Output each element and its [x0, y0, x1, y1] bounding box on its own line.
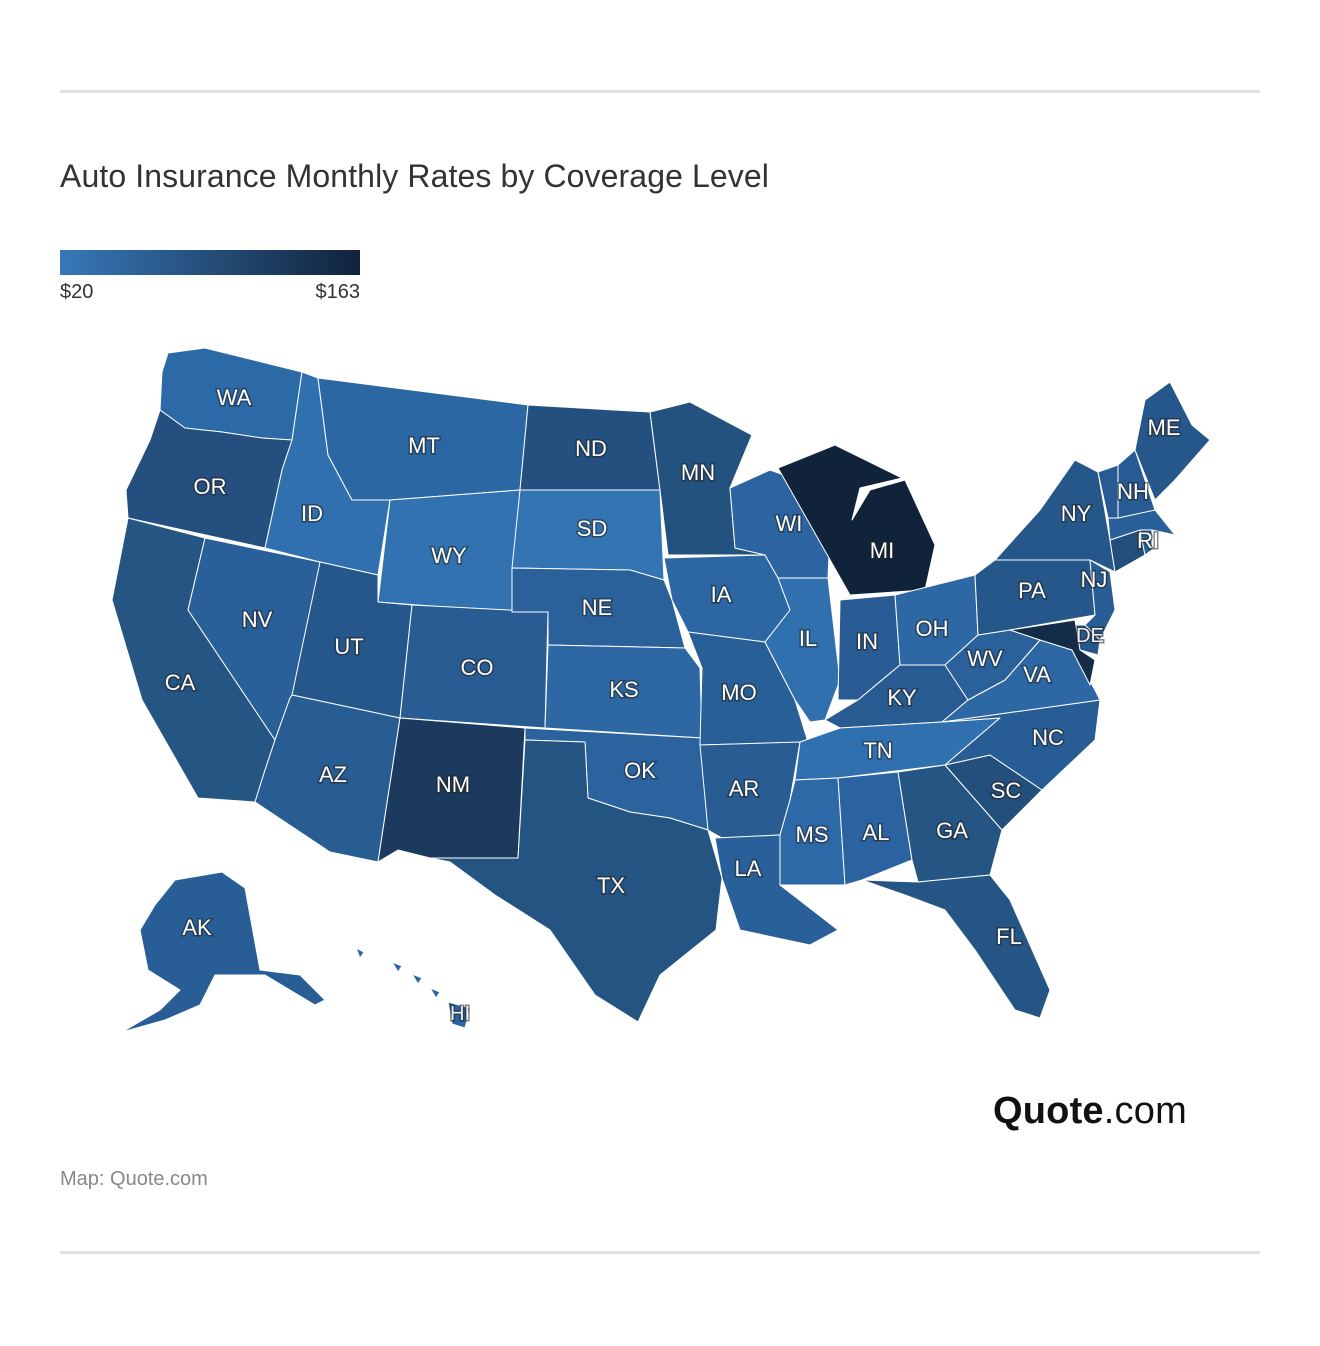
- legend-gradient-bar: [60, 250, 360, 275]
- state-label-GA: GA: [936, 818, 968, 843]
- legend-max-label: $163: [315, 281, 361, 303]
- state-label-NM: NM: [436, 772, 470, 797]
- state-label-FL: FL: [996, 924, 1022, 949]
- color-legend: $20 $163: [60, 250, 360, 303]
- state-labels: WA OR CA NV ID MT WY UT AZ CO NM ND SD N…: [163, 384, 1182, 1027]
- state-label-KS: KS: [609, 677, 638, 702]
- state-label-PA: PA: [1018, 578, 1046, 603]
- state-NY[interactable]: [994, 459, 1116, 573]
- state-label-ND: ND: [575, 436, 607, 461]
- state-label-AK: AK: [182, 915, 212, 940]
- logo-wordmark-bold: Quote: [993, 1090, 1104, 1132]
- state-label-NY: NY: [1061, 501, 1092, 526]
- state-IL[interactable]: [764, 577, 841, 723]
- state-label-HI: HI: [450, 1003, 470, 1025]
- state-label-NV: NV: [242, 607, 273, 632]
- state-NC[interactable]: [941, 699, 1101, 791]
- state-FL[interactable]: [861, 874, 1051, 1019]
- state-HI[interactable]: [355, 947, 471, 1029]
- state-label-TX: TX: [597, 873, 625, 898]
- state-label-SD: SD: [577, 516, 608, 541]
- state-label-KY: KY: [887, 685, 917, 710]
- state-label-IN: IN: [856, 629, 878, 654]
- state-label-NE: NE: [582, 595, 613, 620]
- state-label-SC: SC: [991, 778, 1022, 803]
- state-MD[interactable]: [1009, 619, 1096, 686]
- state-label-IA: IA: [711, 582, 732, 607]
- state-label-OR: OR: [194, 474, 227, 499]
- state-label-WY: WY: [431, 543, 467, 568]
- bottom-divider: [60, 1251, 1260, 1254]
- state-ME[interactable]: [1134, 381, 1211, 501]
- state-label-NH: NH: [1117, 479, 1149, 504]
- map-title: Auto Insurance Monthly Rates by Coverage…: [60, 158, 769, 194]
- state-label-ME: ME: [1148, 415, 1181, 440]
- state-label-WV: WV: [967, 646, 1003, 671]
- state-label-OH: OH: [916, 616, 949, 641]
- state-label-MO: MO: [721, 680, 756, 705]
- state-label-WA: WA: [217, 385, 252, 410]
- state-label-UT: UT: [334, 634, 363, 659]
- state-label-VA: VA: [1023, 662, 1051, 687]
- state-AL[interactable]: [837, 771, 913, 886]
- state-label-ID: ID: [301, 501, 323, 526]
- top-divider: [60, 90, 1260, 93]
- state-label-AL: AL: [863, 820, 890, 845]
- state-shapes: [111, 347, 1211, 1033]
- state-NH[interactable]: [1117, 449, 1156, 519]
- state-label-IL: IL: [799, 626, 817, 651]
- map-credit: Map: Quote.com: [60, 1168, 208, 1190]
- state-MI[interactable]: [777, 444, 936, 596]
- state-label-OK: OK: [624, 758, 656, 783]
- state-label-AR: AR: [729, 776, 760, 801]
- state-label-MN: MN: [681, 460, 715, 485]
- quote-com-logo: Quote.com: [993, 1090, 1187, 1133]
- state-label-MI: MI: [870, 538, 894, 563]
- state-label-CA: CA: [165, 670, 196, 695]
- state-TX[interactable]: [429, 739, 723, 1023]
- state-label-MT: MT: [408, 433, 440, 458]
- logo-wordmark-suffix: .com: [1103, 1090, 1187, 1132]
- state-AK[interactable]: [121, 871, 326, 1033]
- state-label-NC: NC: [1032, 725, 1064, 750]
- state-label-MS: MS: [796, 822, 829, 847]
- legend-min-label: $20: [60, 281, 94, 303]
- state-label-CO: CO: [461, 655, 494, 680]
- state-label-RI: RI: [1137, 528, 1159, 553]
- state-label-LA: LA: [735, 856, 762, 881]
- state-label-TN: TN: [863, 738, 892, 763]
- state-label-AZ: AZ: [319, 762, 347, 787]
- state-label-WI: WI: [776, 511, 803, 536]
- state-label-NJ: NJ: [1081, 567, 1108, 592]
- state-label-DE: DE: [1076, 625, 1104, 647]
